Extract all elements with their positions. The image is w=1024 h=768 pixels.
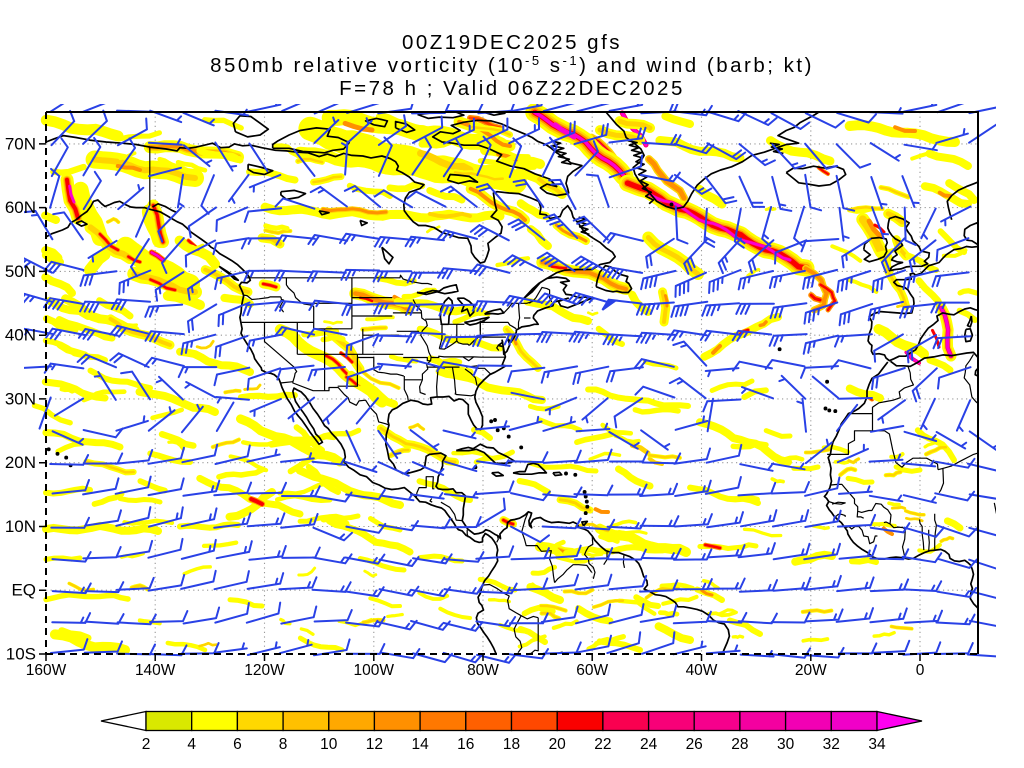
svg-text:70N: 70N [5, 134, 36, 153]
svg-text:100W: 100W [354, 662, 395, 679]
svg-text:10N: 10N [5, 517, 36, 536]
svg-text:26: 26 [686, 736, 703, 753]
svg-text:00Z19DEC2025 gfs: 00Z19DEC2025 gfs [402, 31, 622, 54]
svg-text:60N: 60N [5, 198, 36, 217]
svg-text:30N: 30N [5, 389, 36, 408]
svg-text:18: 18 [503, 736, 520, 753]
svg-text:60W: 60W [576, 662, 608, 679]
svg-text:10: 10 [320, 736, 338, 753]
svg-text:850mb relative vorticity (10-5: 850mb relative vorticity (10-5 s-1) and … [210, 53, 814, 77]
svg-text:80W: 80W [467, 662, 499, 679]
svg-text:F=78 h ; Valid 06Z22DEC2025: F=78 h ; Valid 06Z22DEC2025 [339, 77, 685, 100]
svg-text:8: 8 [279, 736, 288, 753]
svg-text:10S: 10S [6, 645, 36, 664]
svg-text:140W: 140W [135, 662, 176, 679]
svg-text:40W: 40W [686, 662, 718, 679]
svg-text:EQ: EQ [11, 581, 36, 600]
svg-text:32: 32 [823, 736, 840, 753]
svg-text:20N: 20N [5, 453, 36, 472]
svg-text:6: 6 [233, 736, 242, 753]
svg-text:28: 28 [731, 736, 748, 753]
svg-text:16: 16 [457, 736, 474, 753]
svg-text:40N: 40N [5, 326, 36, 345]
svg-text:24: 24 [640, 736, 658, 753]
svg-text:20W: 20W [795, 662, 827, 679]
svg-text:14: 14 [411, 736, 429, 753]
svg-text:4: 4 [187, 736, 196, 753]
svg-text:2: 2 [142, 736, 151, 753]
svg-text:22: 22 [594, 736, 611, 753]
svg-text:0: 0 [916, 662, 925, 679]
svg-text:34: 34 [868, 736, 886, 753]
svg-text:160W: 160W [26, 662, 67, 679]
svg-text:20: 20 [549, 736, 567, 753]
svg-text:50N: 50N [5, 262, 36, 281]
svg-text:30: 30 [777, 736, 795, 753]
svg-text:120W: 120W [244, 662, 285, 679]
svg-text:12: 12 [366, 736, 383, 753]
